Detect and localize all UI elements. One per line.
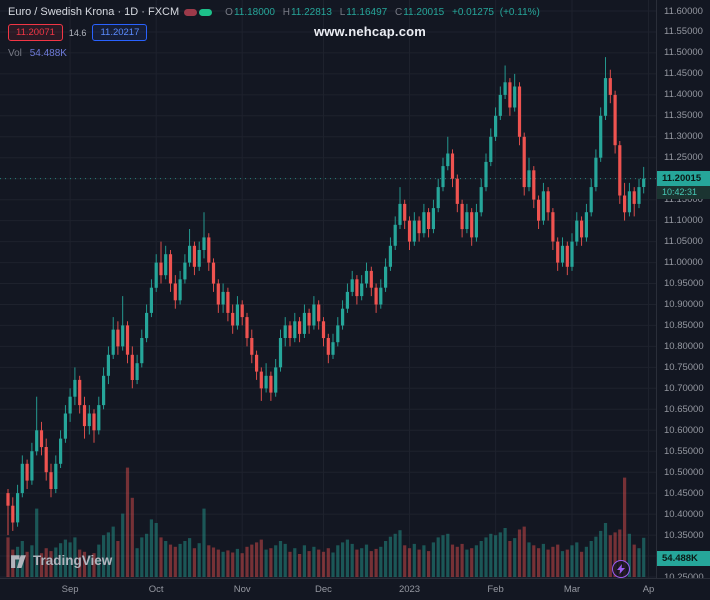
watermark: www.nehcap.com (313, 24, 427, 39)
price-tick-label: 11.40000 (664, 89, 703, 101)
price-tick-label: 10.45000 (664, 487, 704, 499)
volume-badge: 54.488K (657, 551, 710, 566)
tradingview-logo-text: TradingView (33, 553, 113, 568)
time-tick-label: Nov (233, 584, 251, 595)
price-tick-label: 11.25000 (664, 152, 703, 164)
legend-row-symbol: Euro / Swedish Krona · 1D · FXCM O11.180… (8, 6, 540, 18)
price-tick-label: 11.10000 (664, 215, 703, 227)
lightning-icon (617, 564, 625, 574)
high-label: H (282, 6, 290, 18)
price-tick-label: 10.35000 (664, 529, 704, 541)
time-tick-label: 2023 (398, 584, 421, 595)
low-value: 11.16497 (346, 6, 388, 18)
open-value: 11.18000 (233, 6, 275, 18)
sell-button[interactable]: 11.20071 (8, 24, 63, 41)
time-tick-label: Ap (642, 584, 655, 595)
sell-pill-icon[interactable] (184, 8, 198, 16)
price-tick-label: 11.50000 (664, 47, 703, 59)
price-tick-label: 10.40000 (664, 508, 704, 520)
open-label: O (225, 6, 233, 18)
price-tick-label: 11.05000 (664, 236, 703, 248)
time-tick-label: Dec (315, 584, 332, 595)
price-tick-label: 10.75000 (664, 361, 704, 373)
price-tick-label: 10.95000 (664, 278, 704, 290)
price-tick-label: 10.60000 (664, 424, 704, 436)
bar-countdown: 10:42:31 (657, 186, 710, 199)
ohlc-readout: O11.18000 H11.22813 L11.16497 C11.20015 … (220, 7, 540, 18)
symbol-title[interactable]: Euro / Swedish Krona · 1D · FXCM (8, 6, 180, 18)
price-tick-label: 10.70000 (664, 382, 704, 394)
grid-lines (0, 0, 656, 578)
time-tick-label: Oct (148, 584, 164, 595)
price-tick-label: 10.85000 (664, 319, 704, 331)
volume-label: Vol (8, 48, 22, 59)
low-label: L (339, 6, 346, 18)
legend-row-volume: Vol 54.488K (8, 48, 540, 59)
price-axis[interactable]: 11.20015 10:42:31 54.488K 11.60000 11.550… (656, 0, 710, 583)
tradingview-logo[interactable]: TradingView (10, 552, 112, 569)
price-tick-label: 10.65000 (664, 403, 704, 415)
close-value: 11.20015 (403, 6, 445, 18)
price-tick-label: 10.80000 (664, 340, 704, 352)
price-tick-label: 10.90000 (664, 298, 704, 310)
buy-pill-icon[interactable] (199, 8, 213, 16)
close-label: C (395, 6, 403, 18)
price-tick-label: 11.45000 (664, 68, 703, 80)
high-value: 11.22813 (290, 6, 332, 18)
volume-bars (6, 467, 646, 577)
change-percent: (+0.11%) (499, 6, 540, 18)
price-tick-label: 11.60000 (664, 5, 703, 17)
spread-value: 14.6 (68, 27, 87, 38)
time-tick-label: Sep (61, 584, 79, 595)
boost-button[interactable] (612, 560, 630, 578)
price-tick-label: 11.35000 (664, 110, 703, 122)
price-tick-label: 10.25000 (664, 571, 704, 583)
time-tick-label: Mar (563, 584, 581, 595)
last-price-value: 11.20015 (657, 171, 710, 186)
price-tick-label: 11.00000 (664, 257, 703, 269)
change-value: +0.01275 (451, 6, 494, 18)
price-tick-label: 11.15000 (664, 194, 703, 206)
legend: Euro / Swedish Krona · 1D · FXCM O11.180… (8, 6, 540, 59)
price-tick-label: 11.30000 (664, 131, 703, 143)
time-tick-label: Feb (487, 584, 504, 595)
price-tick-label: 10.55000 (664, 445, 704, 457)
time-axis[interactable]: Sep Oct Nov Dec 2023 Feb Mar Ap (0, 578, 710, 600)
last-price-badge: 11.20015 10:42:31 (657, 171, 710, 199)
buy-button[interactable]: 11.20217 (92, 24, 148, 41)
tradingview-logo-icon (11, 555, 26, 568)
legend-row-trade: 11.20071 14.6 11.20217 (8, 24, 540, 41)
price-tick-label: 10.50000 (664, 466, 704, 478)
candles (6, 57, 646, 536)
price-tick-label: 11.55000 (664, 26, 703, 38)
candlestick-volume-plot[interactable] (0, 0, 656, 578)
volume-value: 54.488K (29, 48, 67, 59)
